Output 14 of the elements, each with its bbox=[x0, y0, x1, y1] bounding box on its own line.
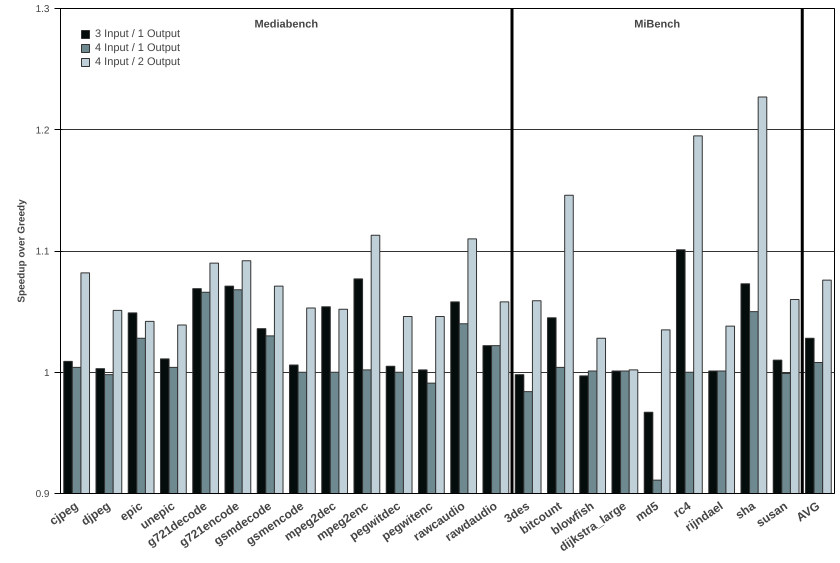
y-tick-label: 1.3 bbox=[36, 4, 50, 15]
y-tick-label: 1 bbox=[44, 368, 50, 379]
annotation: MiBench bbox=[634, 18, 680, 30]
y-tick-label: 0.9 bbox=[36, 489, 50, 500]
y-tick-label: 1.1 bbox=[36, 246, 50, 258]
annotation: Mediabench bbox=[254, 18, 318, 30]
x-tick-label: AVG bbox=[794, 498, 822, 524]
x-tick-label: md5 bbox=[632, 498, 662, 524]
legend-label: 4 Input / 2 Output bbox=[95, 56, 180, 68]
y-tick-label: 1.2 bbox=[36, 125, 50, 136]
legend-label: 3 Input / 1 Output bbox=[95, 28, 180, 40]
y-axis-title: Speedup over Greedy bbox=[16, 198, 28, 303]
x-tick-label: sha bbox=[732, 498, 758, 522]
legend-label: 4 Input / 1 Output bbox=[95, 42, 180, 54]
